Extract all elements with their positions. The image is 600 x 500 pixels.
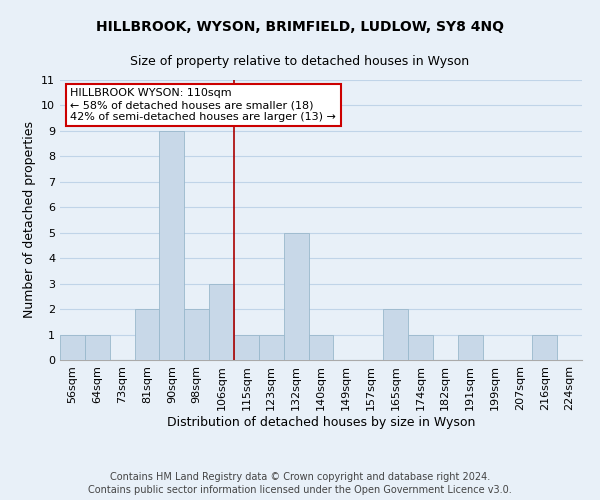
Text: Size of property relative to detached houses in Wyson: Size of property relative to detached ho…: [130, 55, 470, 68]
Bar: [160, 131, 184, 360]
Bar: [259, 334, 284, 360]
Bar: [458, 334, 482, 360]
Bar: [532, 334, 557, 360]
Text: HILLBROOK WYSON: 110sqm
← 58% of detached houses are smaller (18)
42% of semi-de: HILLBROOK WYSON: 110sqm ← 58% of detache…: [70, 88, 337, 122]
X-axis label: Distribution of detached houses by size in Wyson: Distribution of detached houses by size …: [167, 416, 475, 428]
Bar: [85, 334, 110, 360]
Bar: [408, 334, 433, 360]
Bar: [234, 334, 259, 360]
Bar: [284, 232, 308, 360]
Text: Contains HM Land Registry data © Crown copyright and database right 2024.: Contains HM Land Registry data © Crown c…: [110, 472, 490, 482]
Bar: [60, 334, 85, 360]
Bar: [209, 284, 234, 360]
Bar: [383, 309, 408, 360]
Text: HILLBROOK, WYSON, BRIMFIELD, LUDLOW, SY8 4NQ: HILLBROOK, WYSON, BRIMFIELD, LUDLOW, SY8…: [96, 20, 504, 34]
Bar: [184, 309, 209, 360]
Bar: [134, 309, 160, 360]
Y-axis label: Number of detached properties: Number of detached properties: [23, 122, 35, 318]
Bar: [308, 334, 334, 360]
Text: Contains public sector information licensed under the Open Government Licence v3: Contains public sector information licen…: [88, 485, 512, 495]
